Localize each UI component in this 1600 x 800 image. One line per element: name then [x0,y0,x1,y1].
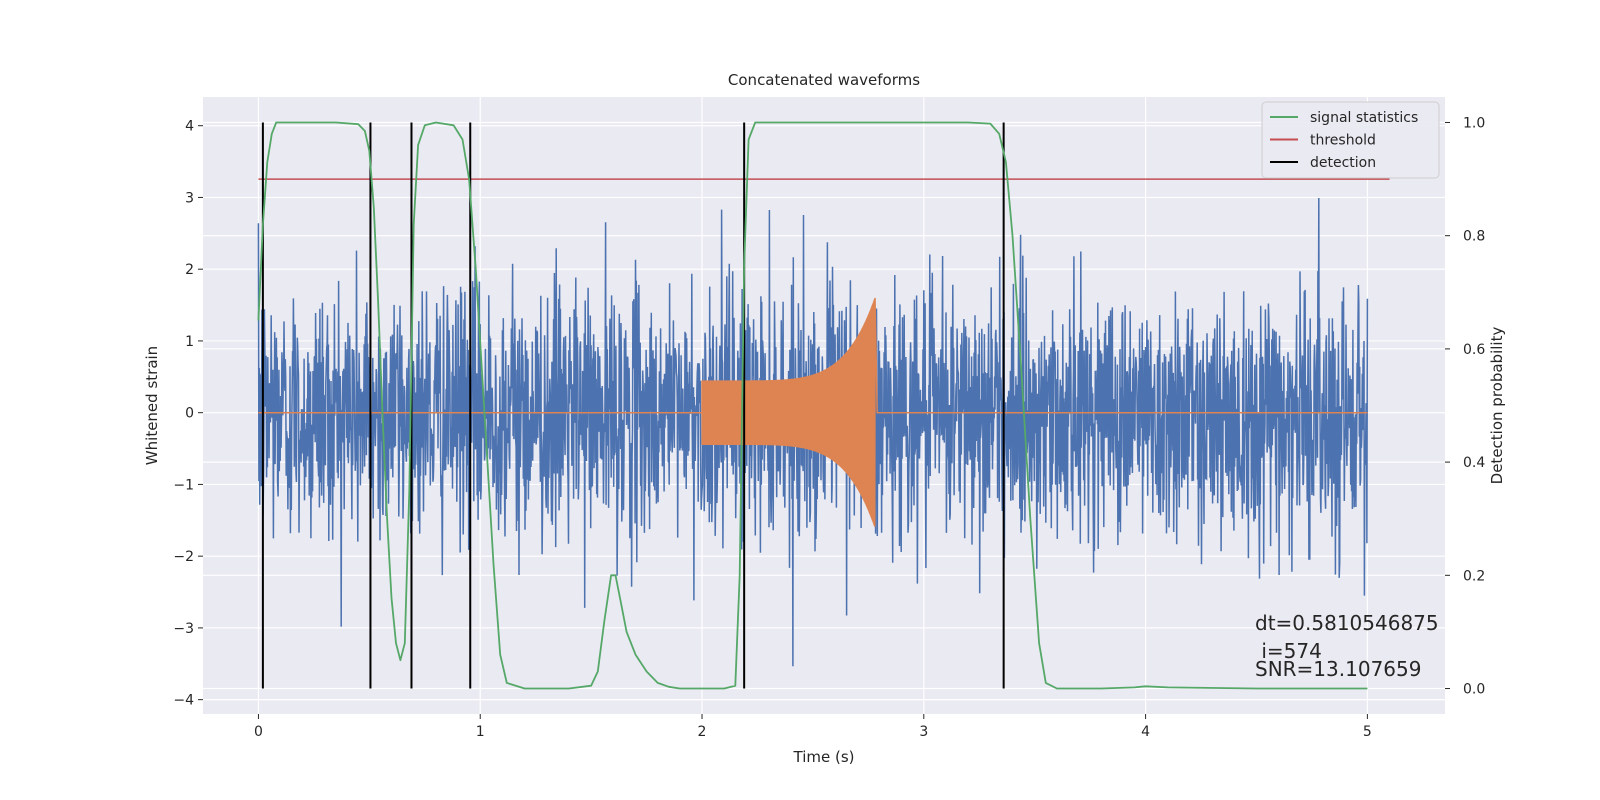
injection-series [258,297,1368,527]
legend-box [1261,101,1440,179]
y-tick-label: 0 [185,406,194,422]
statistics-series [257,121,1368,690]
y2-tick-label: 0.6 [1463,342,1485,358]
annotation-dt: dt=0.5810546875 [1255,611,1439,635]
ticks: 0 1 2 3 4 5 −4 −3 −2 −1 0 1 2 3 4 0.0 0.2 0.4 0.6 0.8 1.0 [173,115,1485,740]
annotation-snr: SNR=13.107659 [1255,657,1421,681]
chart-title: Concatenated waveforms [728,71,920,89]
y-tick-label: 2 [185,262,194,278]
y2-tick-label: 0.2 [1463,568,1485,584]
x-axis-label: Time (s) [793,748,855,766]
x-tick-label: 0 [254,724,263,740]
legend-entry-signal-statistics: signal statistics [1310,110,1418,126]
legend-entry-threshold: threshold [1310,133,1376,149]
x-tick-label: 3 [919,724,928,740]
y-tick-label: 4 [185,119,194,135]
y-tick-label: −2 [173,549,194,565]
y-tick-label: −1 [173,477,194,493]
x-tick-label: 2 [698,724,707,740]
y-tick-label: 1 [185,334,194,350]
annotation: dt=0.5810546875 i=574 SNR=13.107659 [1255,611,1439,681]
y2-tick-label: 0.4 [1463,455,1485,471]
y-axis-label: Whitened strain [143,346,161,465]
legend-entry-detection: detection [1310,155,1376,171]
x-tick-label: 4 [1141,724,1150,740]
legend: signal statistics threshold detection [1261,101,1440,179]
y-tick-label: −3 [173,621,194,637]
x-tick-label: 5 [1363,724,1372,740]
x-tick-label: 1 [476,724,485,740]
y2-axis-label: Detection probability [1488,327,1506,485]
y2-tick-label: 0.0 [1463,682,1485,698]
y2-tick-label: 0.8 [1463,229,1485,245]
data-layer [257,121,1390,690]
y-tick-label: −4 [173,693,194,709]
y-tick-label: 3 [185,190,194,206]
y2-tick-label: 1.0 [1463,115,1485,131]
annotation-index: i=574 [1255,639,1322,663]
